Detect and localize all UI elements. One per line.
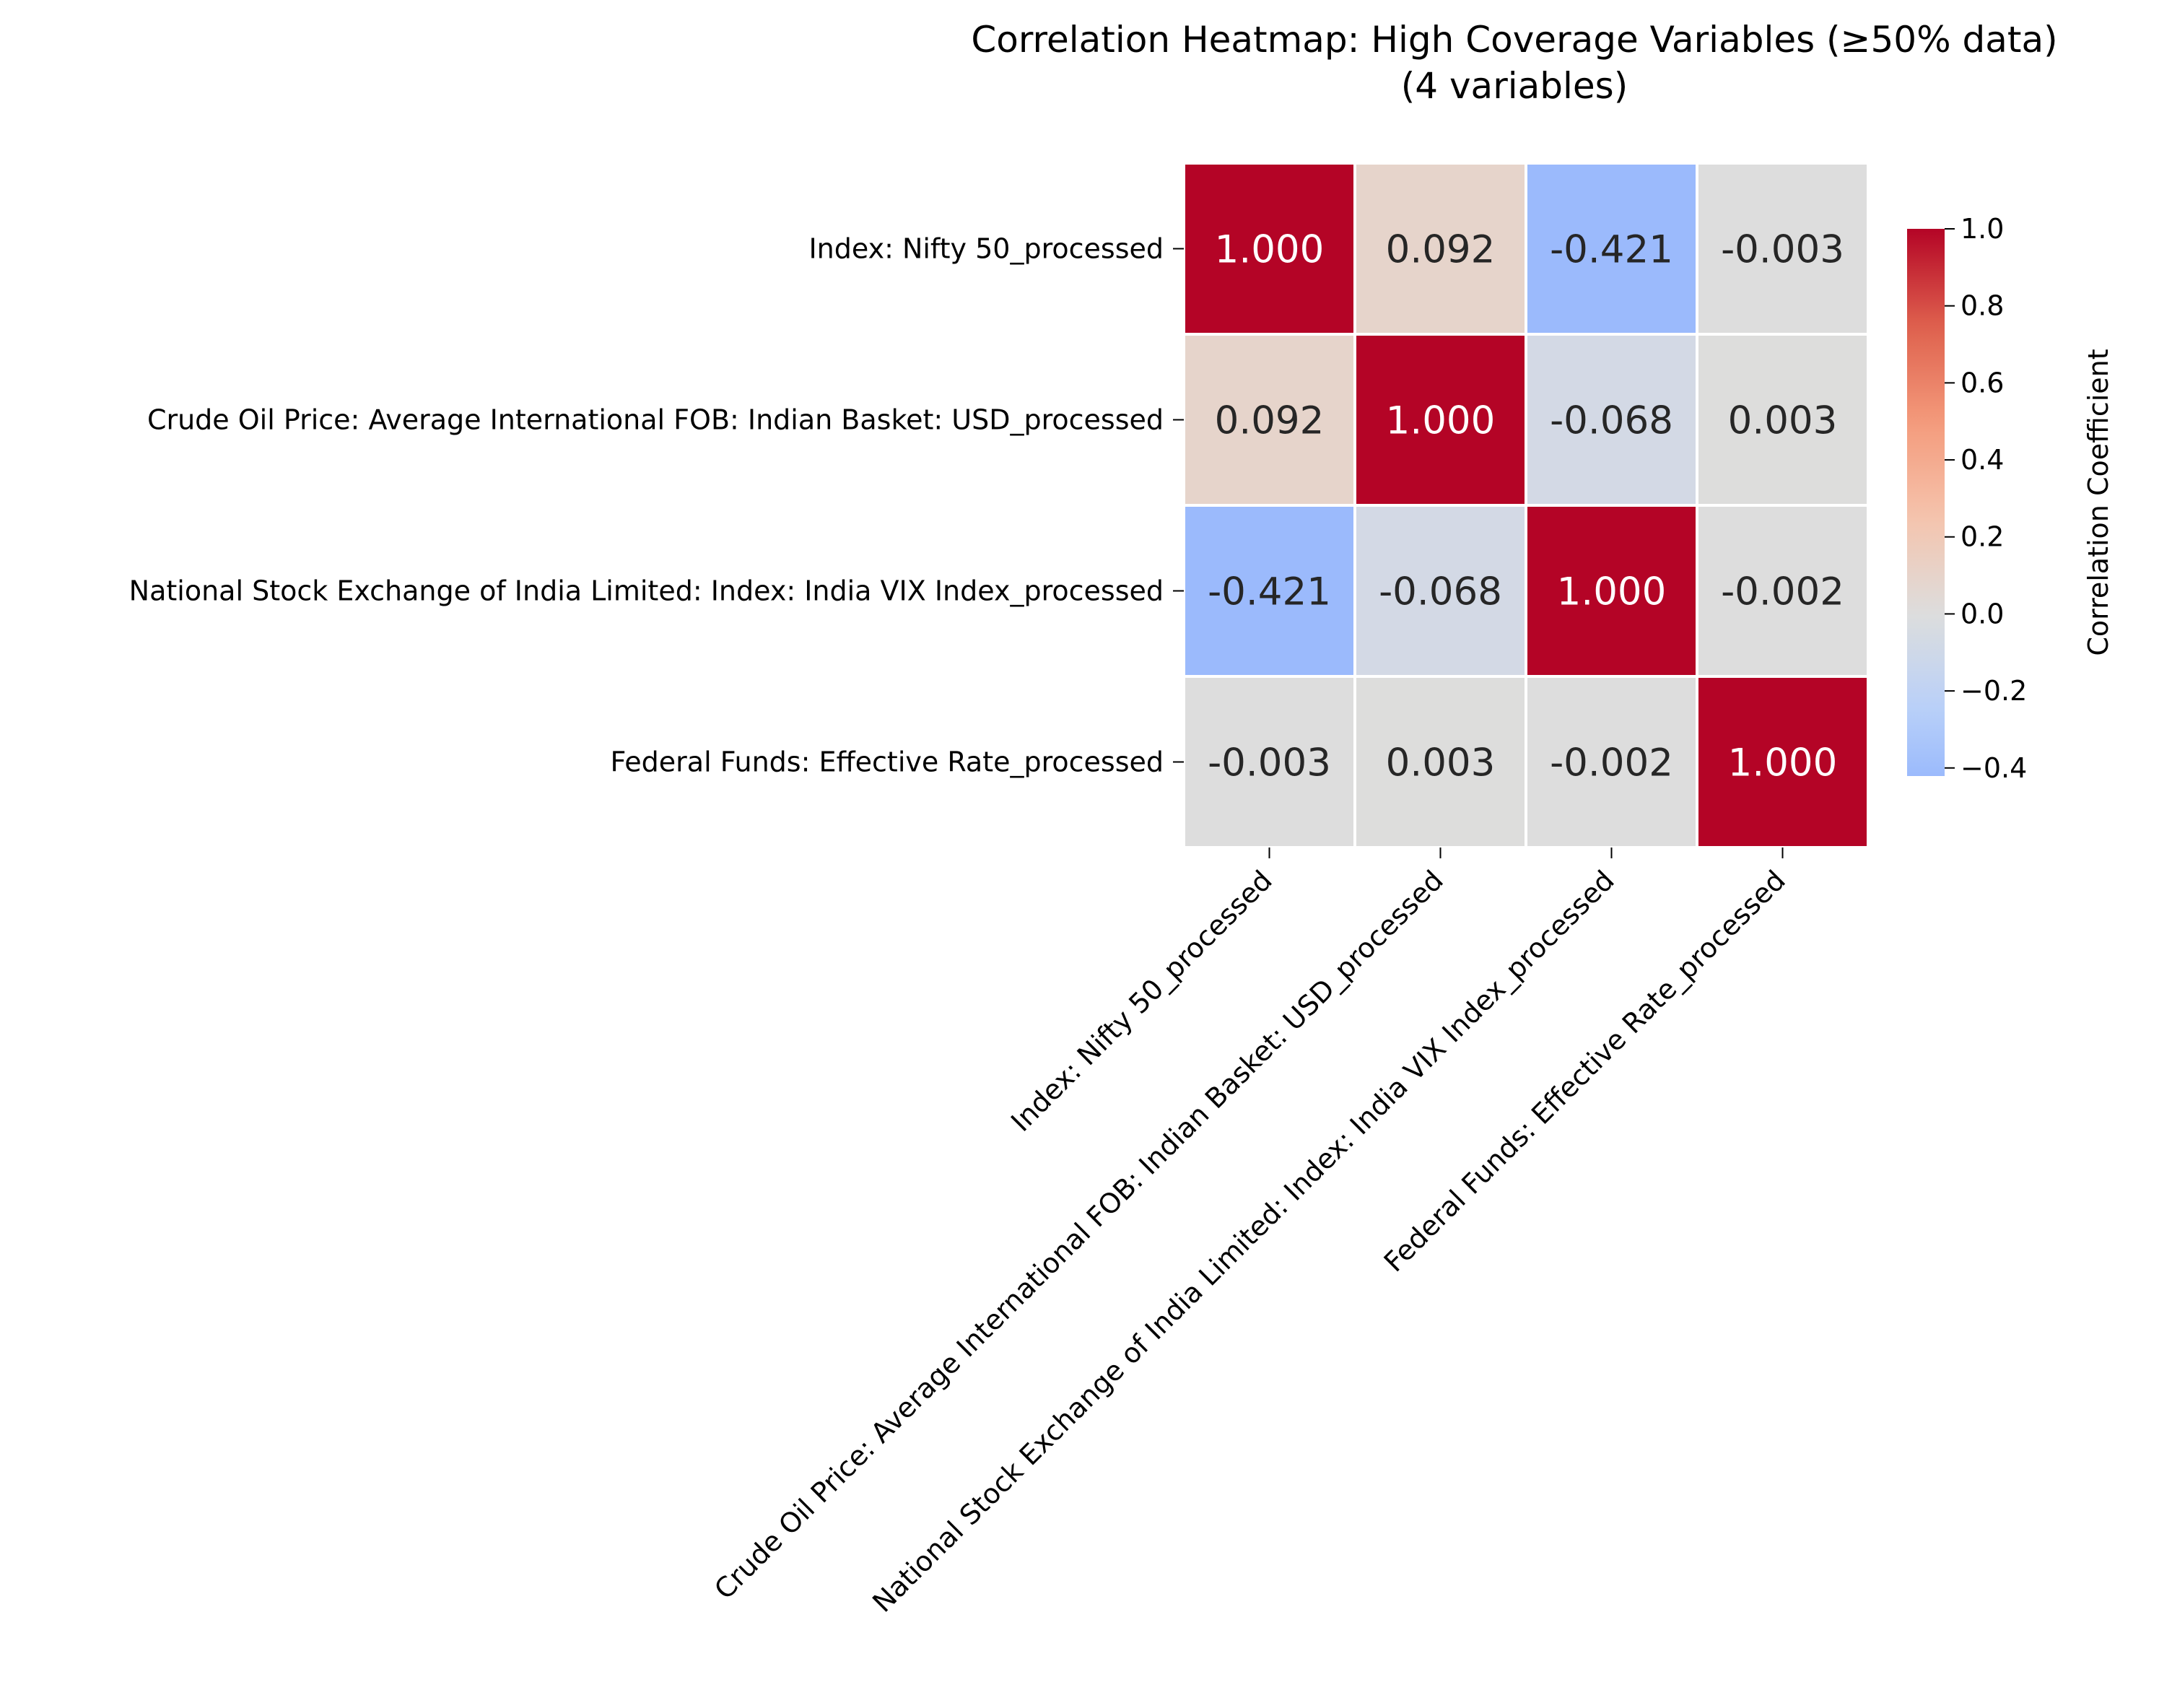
heatmap-cell — [1696, 504, 1870, 678]
heatmap-cell-label: 0.092 — [1215, 399, 1325, 443]
colorbar-ticks: 1.0 0.8 0.6 0.4 0.2 0.0 −0.2 −0.4 — [1945, 213, 2027, 784]
colorbar-tick-label: 1.0 — [1961, 213, 2004, 245]
chart-subtitle: (4 variables) — [1401, 65, 1628, 107]
colorbar-tick-label: 0.8 — [1961, 290, 2004, 322]
heatmap-cell-label: 1.000 — [1728, 741, 1838, 785]
heatmap-cell-label: 1.000 — [1557, 570, 1667, 614]
heatmap-grid: 1.000 0.092 -0.421 -0.003 0.092 1.000 -0.068 0.… — [1182, 162, 1870, 849]
colorbar-tick-label: 0.2 — [1961, 521, 2004, 553]
heatmap-cell-label: 0.003 — [1386, 741, 1496, 785]
heatmap-cell — [1353, 162, 1527, 336]
heatmap-cell-label: -0.003 — [1208, 741, 1331, 785]
colorbar-tick-label: −0.2 — [1961, 675, 2027, 707]
heatmap-cell-label: -0.421 — [1550, 228, 1673, 272]
colorbar: 1.0 0.8 0.6 0.4 0.2 0.0 −0.2 −0.4 Correlation C… — [1907, 213, 2114, 784]
heatmap-cell-label: 0.003 — [1728, 399, 1838, 443]
heatmap-cell-label: 0.092 — [1386, 228, 1496, 272]
colorbar-tick-label: 0.6 — [1961, 367, 2004, 398]
heatmap-cell-label: -0.068 — [1379, 570, 1502, 614]
col-tick-label: National Stock Exchange of India Limited… — [866, 864, 1621, 1618]
heatmap-cell — [1353, 675, 1527, 849]
chart-title: Correlation Heatmap: High Coverage Varia… — [971, 19, 2057, 61]
heatmap-cell-label: 1.000 — [1386, 399, 1496, 443]
colorbar-gradient — [1907, 229, 1945, 776]
colorbar-tick-label: −0.4 — [1961, 752, 2027, 784]
row-tick-label: National Stock Exchange of India Limited… — [129, 575, 1164, 607]
heatmap-cell — [1353, 504, 1527, 678]
colorbar-label: Correlation Coefficient — [2082, 349, 2114, 655]
heatmap-cell — [1696, 333, 1870, 507]
col-tick-label: Federal Funds: Effective Rate_processed — [1378, 864, 1792, 1278]
row-tick-label: Crude Oil Price: Average International F… — [147, 404, 1164, 436]
row-tick-labels: Index: Nifty 50_processed Crude Oil Price… — [129, 233, 1184, 778]
heatmap-cell — [1696, 675, 1870, 849]
heatmap-cell-label: -0.068 — [1550, 399, 1673, 443]
col-tick-label: Crude Oil Price: Average International F… — [708, 864, 1449, 1605]
heatmap-cell — [1696, 162, 1870, 336]
colorbar-tick-label: 0.0 — [1961, 598, 2004, 629]
heatmap-cell — [1182, 162, 1356, 336]
heatmap-cell — [1525, 162, 1698, 336]
heatmap-cell-label: -0.421 — [1208, 570, 1331, 614]
heatmap-cell-label: -0.002 — [1721, 570, 1844, 614]
heatmap-cell-label: 1.000 — [1215, 228, 1325, 272]
heatmap-cell — [1353, 333, 1527, 507]
heatmap-cell-label: -0.003 — [1721, 228, 1844, 272]
heatmap-cell-label: -0.002 — [1550, 741, 1673, 785]
row-tick-label: Federal Funds: Effective Rate_processed — [611, 746, 1164, 778]
row-tick-label: Index: Nifty 50_processed — [808, 233, 1164, 265]
colorbar-tick-label: 0.4 — [1961, 444, 2004, 476]
